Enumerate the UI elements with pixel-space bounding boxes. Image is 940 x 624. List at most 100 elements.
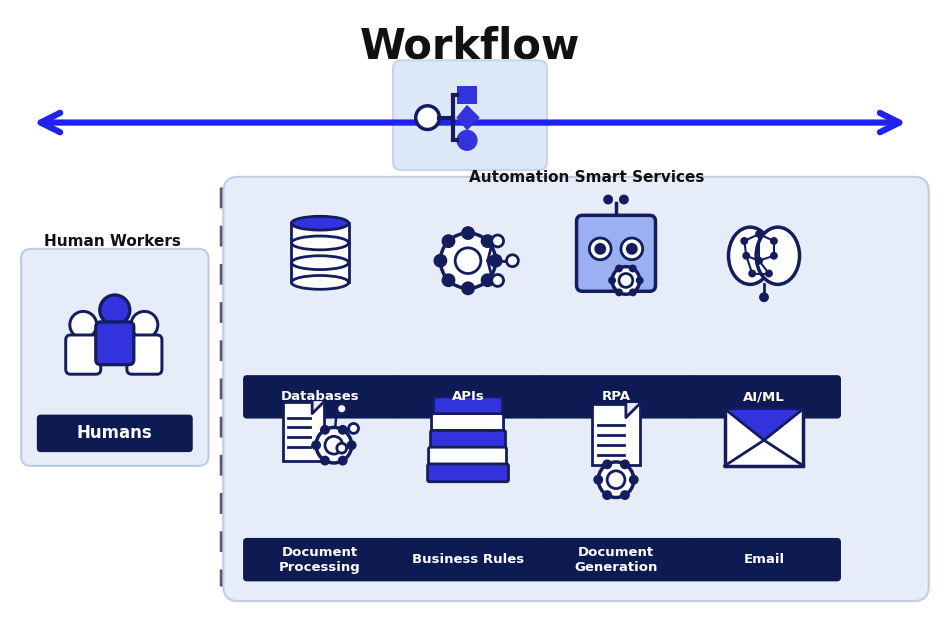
FancyBboxPatch shape xyxy=(127,335,162,374)
FancyBboxPatch shape xyxy=(393,61,547,170)
Circle shape xyxy=(462,226,475,240)
Ellipse shape xyxy=(291,256,349,270)
Circle shape xyxy=(603,195,613,205)
FancyBboxPatch shape xyxy=(391,538,545,582)
Circle shape xyxy=(743,252,750,260)
FancyBboxPatch shape xyxy=(725,409,804,466)
Circle shape xyxy=(770,237,777,245)
FancyBboxPatch shape xyxy=(431,431,506,448)
Circle shape xyxy=(615,265,623,273)
Circle shape xyxy=(433,254,447,268)
Circle shape xyxy=(347,441,356,450)
Circle shape xyxy=(603,490,612,500)
FancyBboxPatch shape xyxy=(96,322,133,364)
Circle shape xyxy=(442,234,455,248)
Circle shape xyxy=(415,106,439,129)
Circle shape xyxy=(760,292,769,302)
Polygon shape xyxy=(626,404,640,417)
FancyBboxPatch shape xyxy=(391,375,545,419)
Circle shape xyxy=(593,475,603,485)
Circle shape xyxy=(337,456,348,466)
Text: Email: Email xyxy=(744,553,785,566)
FancyBboxPatch shape xyxy=(642,241,655,266)
FancyBboxPatch shape xyxy=(21,249,209,466)
Polygon shape xyxy=(291,243,349,263)
Circle shape xyxy=(621,238,643,260)
Circle shape xyxy=(480,234,494,248)
Circle shape xyxy=(489,254,503,268)
Circle shape xyxy=(629,288,636,296)
FancyBboxPatch shape xyxy=(428,464,509,482)
Circle shape xyxy=(441,233,495,288)
Circle shape xyxy=(755,230,763,238)
Polygon shape xyxy=(312,402,324,414)
Circle shape xyxy=(325,436,343,454)
Text: Human Workers: Human Workers xyxy=(44,234,181,249)
Text: Automation Smart Services: Automation Smart Services xyxy=(469,170,704,185)
Circle shape xyxy=(70,311,97,338)
Circle shape xyxy=(741,237,748,245)
Text: RPA: RPA xyxy=(602,391,631,403)
Circle shape xyxy=(349,424,358,433)
FancyBboxPatch shape xyxy=(592,404,640,465)
Polygon shape xyxy=(291,223,349,243)
Circle shape xyxy=(311,441,321,450)
Circle shape xyxy=(442,273,455,287)
Circle shape xyxy=(770,252,777,260)
Circle shape xyxy=(316,427,352,463)
FancyBboxPatch shape xyxy=(433,397,503,414)
Text: Databases: Databases xyxy=(281,391,359,403)
FancyBboxPatch shape xyxy=(37,414,193,452)
Circle shape xyxy=(619,195,629,205)
Circle shape xyxy=(629,265,636,273)
Circle shape xyxy=(626,243,637,255)
Circle shape xyxy=(615,288,623,296)
Ellipse shape xyxy=(756,227,800,285)
Circle shape xyxy=(337,425,348,435)
Circle shape xyxy=(320,425,330,435)
FancyBboxPatch shape xyxy=(687,375,841,419)
Circle shape xyxy=(492,275,504,286)
Circle shape xyxy=(594,243,606,255)
Circle shape xyxy=(755,256,763,265)
Circle shape xyxy=(620,459,630,469)
Circle shape xyxy=(455,248,481,273)
Circle shape xyxy=(620,490,630,500)
FancyBboxPatch shape xyxy=(539,375,693,419)
Text: Document
Processing: Document Processing xyxy=(279,545,361,573)
Circle shape xyxy=(337,443,347,453)
Circle shape xyxy=(619,273,633,287)
Polygon shape xyxy=(457,106,478,129)
Circle shape xyxy=(480,273,494,287)
Ellipse shape xyxy=(291,275,349,290)
Circle shape xyxy=(765,270,773,278)
Text: Document
Generation: Document Generation xyxy=(574,545,658,573)
Circle shape xyxy=(457,130,477,150)
Circle shape xyxy=(320,456,330,466)
Ellipse shape xyxy=(291,217,349,230)
FancyBboxPatch shape xyxy=(243,375,397,419)
Text: APIs: APIs xyxy=(451,391,484,403)
Circle shape xyxy=(507,255,518,266)
Circle shape xyxy=(603,459,612,469)
FancyBboxPatch shape xyxy=(576,241,590,266)
Circle shape xyxy=(131,311,158,338)
Circle shape xyxy=(612,266,640,295)
Circle shape xyxy=(598,462,634,497)
Circle shape xyxy=(607,471,625,489)
Text: Humans: Humans xyxy=(77,424,152,442)
Circle shape xyxy=(589,238,611,260)
Ellipse shape xyxy=(291,236,349,250)
FancyBboxPatch shape xyxy=(457,86,477,104)
Circle shape xyxy=(337,404,347,414)
FancyBboxPatch shape xyxy=(66,335,101,374)
Circle shape xyxy=(462,281,475,295)
Text: Business Rules: Business Rules xyxy=(412,553,525,566)
FancyBboxPatch shape xyxy=(429,447,507,465)
FancyBboxPatch shape xyxy=(243,538,397,582)
Circle shape xyxy=(629,475,638,485)
Circle shape xyxy=(635,276,644,285)
Circle shape xyxy=(492,235,504,247)
FancyBboxPatch shape xyxy=(431,414,504,431)
FancyBboxPatch shape xyxy=(687,538,841,582)
